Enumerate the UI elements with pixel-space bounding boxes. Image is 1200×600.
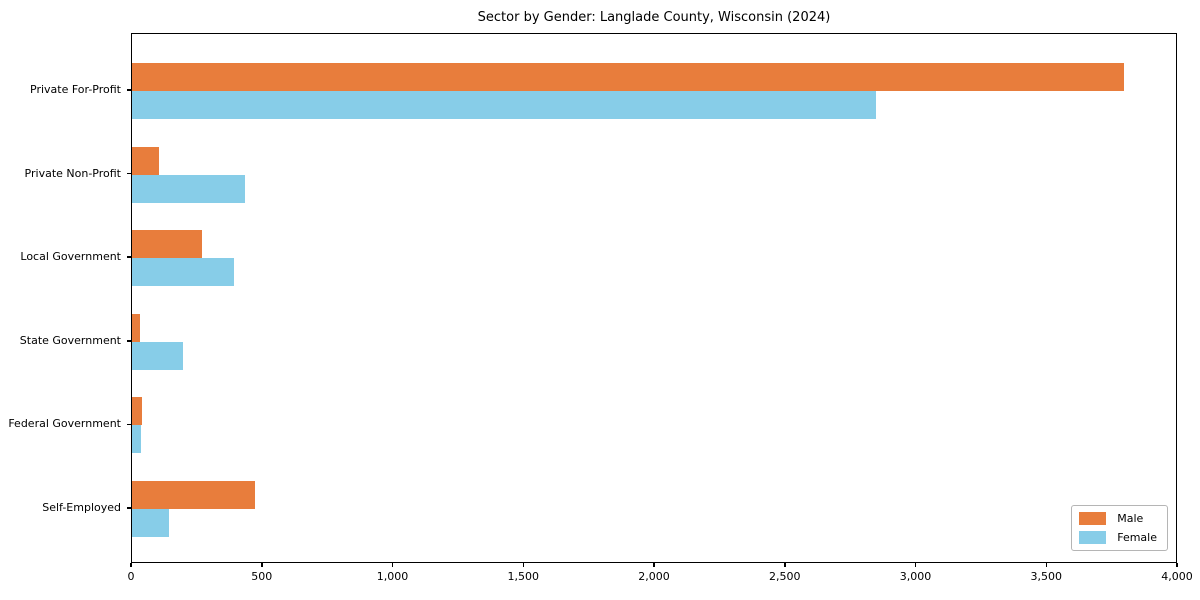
bar-male-private-for-profit <box>132 63 1125 91</box>
legend-label-female: Female <box>1117 531 1157 544</box>
bar-male-private-non-profit <box>132 146 160 175</box>
x-axis-label-500: 500 <box>251 570 273 583</box>
plot-area: Male Female <box>131 33 1177 563</box>
bar-female-federal-government <box>132 425 142 454</box>
y-tick-mark <box>127 507 131 509</box>
bar-male-state-government <box>132 313 141 342</box>
x-tick-mark <box>1176 563 1178 567</box>
y-axis-label-local-government: Local Government <box>20 250 121 264</box>
x-axis-label-2-500: 2,500 <box>769 570 801 583</box>
y-axis-label-private-for-profit: Private For-Profit <box>30 83 121 96</box>
bar-female-local-government <box>132 258 234 287</box>
x-axis-label-0: 0 <box>127 570 135 583</box>
bar-male-local-government <box>132 230 203 259</box>
x-tick-mark <box>391 563 394 567</box>
legend-item-female: Female <box>1079 531 1157 544</box>
x-tick-mark <box>130 563 132 567</box>
x-tick-mark <box>914 563 917 567</box>
x-axis-label-3-000: 3,000 <box>899 570 932 583</box>
x-axis-label-3-500: 3,500 <box>1030 570 1063 583</box>
legend-swatch-female <box>1079 531 1107 544</box>
x-tick-mark <box>1045 563 1047 567</box>
bar-male-federal-government <box>132 397 142 426</box>
x-axis-label-1-000: 1,000 <box>376 570 409 583</box>
bar-female-private-for-profit <box>132 91 877 119</box>
bar-female-self-employed <box>132 509 169 537</box>
chart-title: Sector by Gender: Langlade County, Wisco… <box>477 10 831 25</box>
y-axis-label-private-non-profit: Private Non-Profit <box>24 166 121 180</box>
x-tick-mark <box>784 563 786 567</box>
x-axis-label-2-000: 2,000 <box>638 570 670 583</box>
legend-item-male: Male <box>1079 512 1157 525</box>
x-axis-label-1-500: 1,500 <box>507 570 540 583</box>
x-tick-mark <box>522 563 524 567</box>
x-tick-mark <box>653 563 655 567</box>
y-tick-mark <box>127 340 131 342</box>
x-axis-label-4-000: 4,000 <box>1161 570 1193 583</box>
bar-male-self-employed <box>132 481 255 509</box>
x-tick-mark <box>261 563 263 567</box>
y-axis-label-state-government: State Government <box>19 333 121 347</box>
legend: Male Female <box>1071 505 1168 551</box>
legend-swatch-male <box>1079 512 1107 525</box>
y-axis-label-self-employed: Self-Employed <box>42 501 121 514</box>
y-axis-label-federal-government: Federal Government <box>8 417 121 431</box>
y-tick-mark <box>127 172 131 175</box>
y-tick-mark <box>127 423 131 426</box>
bar-female-state-government <box>132 341 183 370</box>
legend-label-male: Male <box>1117 512 1144 525</box>
bar-female-private-non-profit <box>132 174 246 203</box>
y-tick-mark <box>127 89 131 91</box>
y-tick-mark <box>127 256 131 258</box>
